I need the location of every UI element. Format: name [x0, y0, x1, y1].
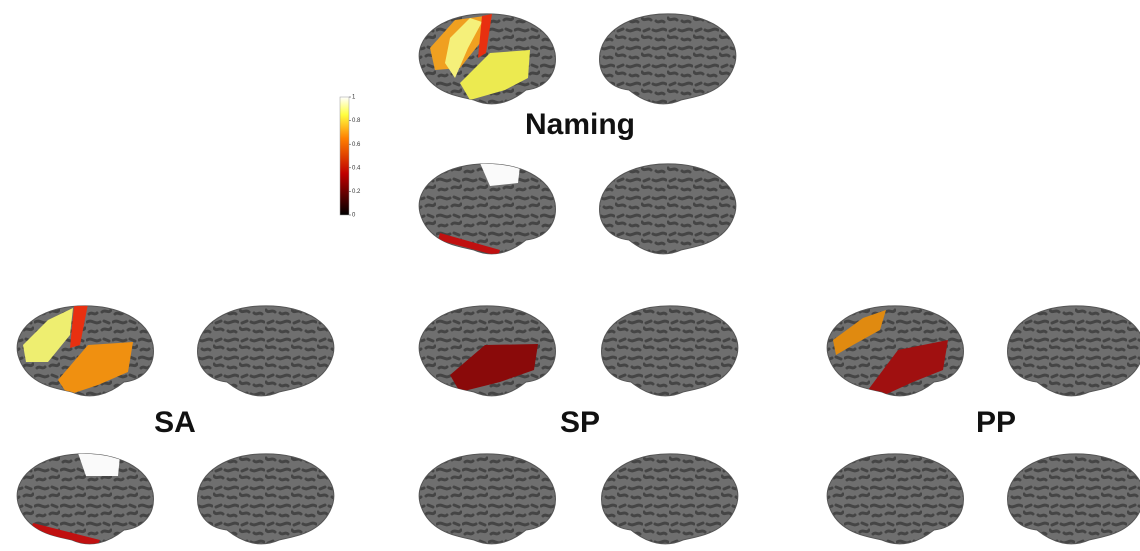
- colorbar: [340, 97, 349, 215]
- page: Naming SA SP PP 10.80.60.40.20 (() => { …: [0, 0, 1140, 551]
- pp-medial-left: [827, 454, 963, 544]
- sp-medial-left: [419, 454, 555, 544]
- naming-lateral-left: [419, 14, 555, 104]
- naming-lateral-right: [600, 14, 736, 104]
- naming-medial-left: [419, 163, 555, 256]
- colorbar-tick-label: 0.4: [352, 165, 361, 171]
- sp-lateral-right: [602, 306, 738, 396]
- colorbar-tick-label: 0.6: [352, 142, 361, 148]
- colorbar-tick-label: 1: [352, 95, 356, 101]
- sa-medial-right: [198, 454, 334, 544]
- sa-lateral-right: [198, 306, 334, 396]
- figure: Naming SA SP PP 1 0.8 0.6 0.4 0.2 0: [0, 0, 1140, 551]
- sa-medial-left: [17, 453, 153, 548]
- panel-label: SA: [154, 406, 196, 439]
- pp-lateral-left: [827, 306, 963, 398]
- sp-medial-right: [602, 454, 738, 544]
- colorbar-tick-label: 0.8: [352, 118, 361, 124]
- colorbar-ticks: 1 0.8 0.6 0.4 0.2 0: [349, 95, 361, 219]
- colorbar-tick-label: 0: [352, 213, 356, 219]
- colorbar-tick-label: 0.2: [352, 189, 361, 195]
- pp-lateral-right: [1008, 306, 1140, 396]
- pp-medial-right: [1008, 454, 1140, 544]
- panel-label: SP: [560, 406, 600, 439]
- naming-medial-right: [600, 164, 736, 254]
- panel-label: PP: [976, 406, 1016, 439]
- sa-lateral-left: [17, 304, 153, 396]
- panel-label: Naming: [525, 108, 635, 141]
- sp-lateral-left: [419, 306, 555, 396]
